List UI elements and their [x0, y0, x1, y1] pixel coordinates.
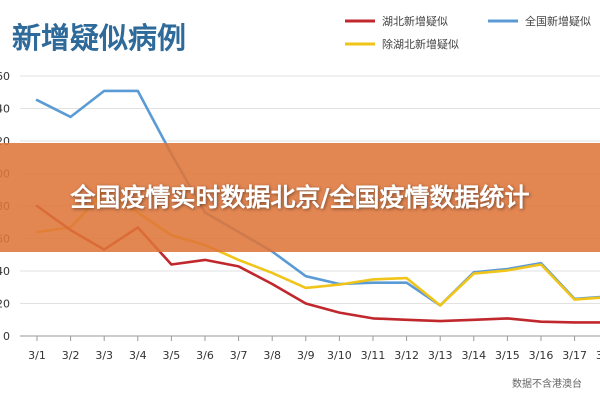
banner-title: 全国疫情实时数据北京/全国疫情数据统计 [70, 182, 530, 212]
y-tick-label: 0 [3, 330, 10, 343]
chart-title: 新增疑似病例 [12, 21, 186, 55]
legend-label: 全国新增疑似 [525, 14, 591, 28]
x-tick-label: 3/4 [129, 349, 147, 362]
x-tick-label: 3/8 [263, 349, 281, 362]
x-tick-label: 3/12 [394, 349, 419, 362]
x-tick-label: 3/1 [28, 349, 46, 362]
y-tick-label: 120 [0, 135, 10, 148]
x-tick-label: 3/6 [196, 349, 214, 362]
x-tick-label: 3/18 [596, 349, 600, 362]
y-tick-label: 40 [0, 265, 10, 278]
x-tick-label: 3/7 [230, 349, 248, 362]
legend-label: 除湖北新增疑似 [382, 37, 459, 51]
y-tick-label: 140 [0, 103, 10, 116]
x-axis: 3/1 3/2 3/3 3/4 3/5 3/6 3/7 3/8 3/9 3/10 3/11 3/12 3… [28, 336, 600, 362]
y-tick-label: 160 [0, 70, 10, 83]
title-banner: 全国疫情实时数据北京/全国疫情数据统计 [0, 143, 600, 252]
legend-label: 湖北新增疑似 [382, 14, 448, 28]
x-tick-label: 3/14 [461, 349, 486, 362]
x-tick-label: 3/10 [327, 349, 352, 362]
x-tick-label: 3/11 [361, 349, 386, 362]
x-tick-label: 3/17 [562, 349, 587, 362]
x-tick-label: 3/13 [428, 349, 453, 362]
x-tick-label: 3/5 [163, 349, 181, 362]
source-note: 数据不含港澳台 [512, 377, 582, 390]
x-tick-label: 3/9 [297, 349, 315, 362]
x-tick-label: 3/2 [62, 349, 80, 362]
x-tick-label: 3/15 [495, 349, 520, 362]
x-tick-label: 3/3 [95, 349, 113, 362]
y-tick-label: 20 [0, 298, 10, 311]
x-tick-label: 3/16 [529, 349, 554, 362]
